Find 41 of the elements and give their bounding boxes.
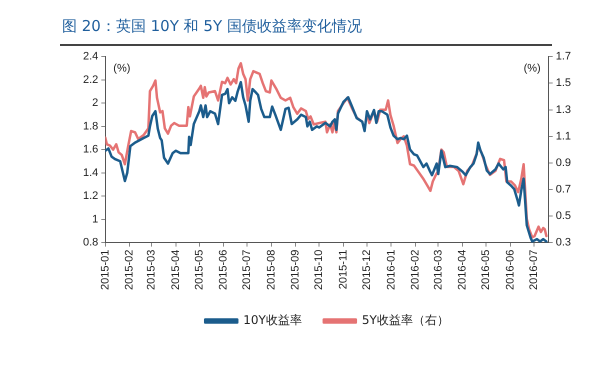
x-tick-label: 2015-07	[241, 250, 254, 290]
x-tick-label: 2016-03	[432, 250, 444, 290]
x-tick-label: 2015-01	[99, 250, 112, 290]
y2-tick-label: 0.9	[556, 156, 572, 169]
y2-tick-label: 0.7	[556, 184, 572, 196]
x-tick-label: 2015-04	[170, 250, 182, 290]
y-tick-label: 1.6	[82, 144, 98, 156]
chart-title: 图 20：英国 10Y 和 5Y 国债收益率变化情况	[62, 17, 362, 36]
x-tick-label: 2015-02	[124, 250, 136, 290]
y2-tick-label: 1.7	[556, 50, 572, 63]
y-tick-label: 1.4	[82, 166, 98, 179]
x-tick-label: 2016-02	[410, 250, 422, 290]
y-tick-label: 1	[92, 213, 98, 226]
x-tick-label: 2016-06	[504, 250, 516, 290]
x-tick-label: 2015-06	[218, 250, 230, 290]
y-axis-title: (%)	[113, 62, 130, 75]
x-tick-label: 2015-08	[265, 250, 278, 290]
x-tick-label: 2015-05	[193, 250, 206, 290]
x-tick-label: 2015-10	[313, 250, 326, 290]
x-tick-label: 2015-11	[337, 250, 350, 290]
y2-tick-label: 1.3	[556, 104, 572, 116]
y2-tick-label: 1.1	[556, 130, 572, 142]
y2-tick-label: 1.5	[556, 77, 572, 90]
x-tick-label: 2016-07	[528, 250, 540, 290]
y2-axis-title: (%)	[524, 62, 541, 75]
y-tick-label: 2	[92, 97, 98, 110]
y2-tick-label: 0.3	[556, 236, 572, 249]
y-tick-label: 1.8	[82, 120, 98, 132]
y-tick-label: 1.2	[82, 190, 98, 202]
x-tick-label: 2016-04	[456, 250, 469, 290]
legend-label: 5Y收益率（右）	[362, 313, 449, 328]
x-tick-label: 2015-03	[146, 250, 158, 290]
y2-tick-label: 0.5	[556, 210, 572, 222]
x-tick-label: 2016-01	[385, 250, 398, 290]
y-tick-label: 0.8	[82, 236, 98, 249]
legend-label: 10Y收益率	[243, 313, 302, 328]
y-tick-label: 2.2	[82, 74, 98, 86]
x-tick-label: 2015-12	[360, 250, 373, 290]
x-tick-label: 2015-09	[290, 250, 302, 290]
x-tick-label: 2016-05	[480, 250, 492, 290]
y-tick-label: 2.4	[82, 50, 98, 63]
